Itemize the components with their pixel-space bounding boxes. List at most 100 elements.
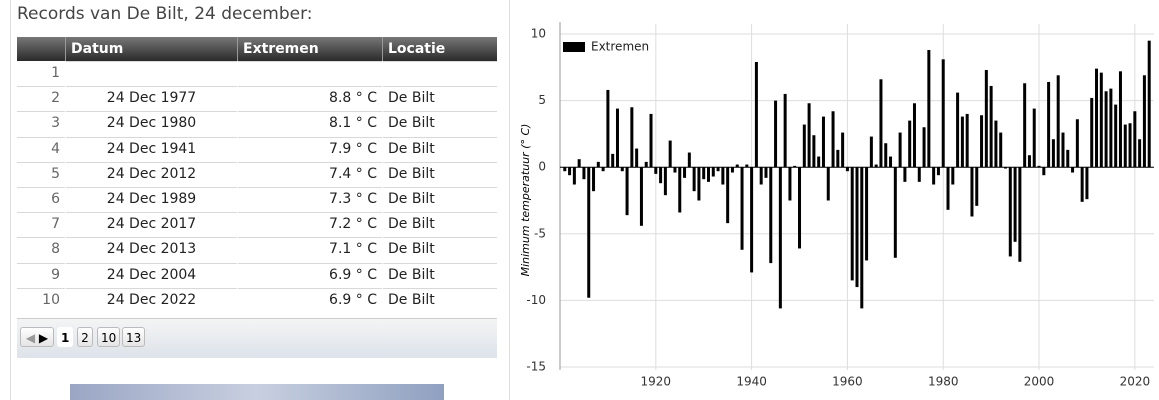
bar bbox=[826, 167, 830, 201]
page-link[interactable]: 13 bbox=[122, 327, 146, 347]
bar bbox=[673, 167, 677, 173]
table-cell: 7.3 ° C bbox=[237, 187, 382, 212]
bar bbox=[893, 167, 897, 258]
bar bbox=[774, 100, 778, 168]
bar bbox=[1004, 167, 1007, 169]
bar bbox=[769, 167, 773, 264]
bar bbox=[592, 167, 596, 192]
table-cell: 6.9 ° C bbox=[237, 262, 382, 288]
bar bbox=[711, 167, 715, 177]
bar bbox=[683, 167, 687, 178]
bar bbox=[687, 152, 691, 168]
table-cell: De Bilt bbox=[382, 187, 497, 212]
bar bbox=[620, 167, 624, 172]
bar bbox=[568, 167, 572, 176]
bar bbox=[1013, 167, 1017, 242]
page-link[interactable]: 1 bbox=[57, 327, 74, 347]
bar bbox=[836, 149, 840, 168]
table-cell: 24 Dec 1977 bbox=[65, 86, 237, 112]
bar bbox=[1128, 123, 1132, 168]
bar bbox=[879, 79, 883, 168]
table-row bbox=[17, 61, 497, 62]
bar bbox=[730, 167, 734, 173]
bar bbox=[817, 156, 821, 168]
table-cell: De Bilt bbox=[382, 61, 497, 86]
bar bbox=[1090, 97, 1094, 168]
column-header: Datum bbox=[65, 37, 237, 61]
y-tick-label: -5 bbox=[534, 226, 546, 240]
bar bbox=[726, 167, 730, 224]
bar bbox=[903, 167, 907, 182]
table-cell: De Bilt bbox=[382, 262, 497, 288]
bar bbox=[1133, 111, 1137, 168]
bar bbox=[1066, 149, 1070, 168]
ad-image bbox=[70, 384, 444, 400]
bar bbox=[1047, 81, 1051, 168]
bar bbox=[932, 167, 936, 185]
bar bbox=[1085, 167, 1089, 200]
table-row bbox=[17, 161, 497, 163]
pager-arrows[interactable]: ◀ ▶ bbox=[20, 327, 54, 347]
bar bbox=[639, 167, 643, 226]
bar bbox=[635, 148, 639, 168]
y-tick-label: 10 bbox=[531, 27, 546, 41]
bar bbox=[869, 136, 873, 168]
table-cell: De Bilt bbox=[382, 287, 497, 313]
table-cell: 8 bbox=[51, 241, 60, 258]
bar bbox=[1123, 124, 1127, 168]
panel-border bbox=[509, 0, 510, 400]
bar bbox=[936, 167, 940, 176]
table-cell: 24 Dec 2023 bbox=[65, 61, 237, 86]
bar bbox=[702, 167, 706, 180]
bar bbox=[654, 167, 658, 174]
bar bbox=[793, 165, 797, 168]
table-cell: De Bilt bbox=[382, 237, 497, 263]
bar bbox=[759, 167, 763, 185]
bar bbox=[697, 167, 701, 201]
bar bbox=[1023, 83, 1027, 168]
bar bbox=[1061, 132, 1065, 168]
table-cell: De Bilt bbox=[382, 111, 497, 137]
table-cell: 5 bbox=[51, 165, 60, 182]
table-row bbox=[17, 287, 497, 289]
page-link[interactable]: 10 bbox=[97, 327, 121, 347]
bar bbox=[783, 93, 787, 168]
bar bbox=[1037, 165, 1041, 168]
table-cell: 9 bbox=[51, 266, 60, 283]
x-tick-label: 1960 bbox=[832, 375, 863, 389]
bar bbox=[1147, 40, 1151, 168]
bar bbox=[1027, 155, 1031, 168]
bar bbox=[941, 59, 945, 168]
bar bbox=[860, 167, 864, 309]
table-cell: 7.9 ° C bbox=[237, 136, 382, 162]
legend-label: Extremen bbox=[591, 40, 649, 54]
bar bbox=[1142, 75, 1146, 168]
table-cell: 3 bbox=[51, 115, 60, 132]
bar bbox=[798, 167, 802, 249]
bar bbox=[960, 116, 964, 168]
y-tick-label: 5 bbox=[538, 93, 546, 107]
bar bbox=[956, 92, 960, 168]
table-row bbox=[17, 111, 497, 113]
table-cell: 2 bbox=[51, 90, 60, 107]
bar bbox=[1042, 167, 1046, 176]
table-cell: 7.1 ° C bbox=[237, 237, 382, 263]
bar bbox=[678, 167, 682, 213]
table-cell: 24 Dec 1980 bbox=[65, 111, 237, 137]
table-cell: 24 Dec 2013 bbox=[65, 237, 237, 263]
bar bbox=[889, 156, 893, 168]
bar bbox=[1095, 68, 1099, 168]
bar bbox=[630, 107, 634, 168]
bar bbox=[788, 167, 792, 201]
bar bbox=[1032, 108, 1036, 168]
table-row bbox=[17, 237, 497, 239]
page-link[interactable]: 2 bbox=[77, 327, 93, 347]
bar bbox=[908, 120, 912, 168]
bar bbox=[999, 132, 1003, 168]
bar bbox=[1138, 139, 1142, 168]
bar bbox=[922, 127, 926, 168]
table-cell: 10 bbox=[42, 291, 60, 308]
bar bbox=[1051, 139, 1055, 168]
bar bbox=[663, 167, 667, 196]
bar bbox=[572, 167, 576, 185]
